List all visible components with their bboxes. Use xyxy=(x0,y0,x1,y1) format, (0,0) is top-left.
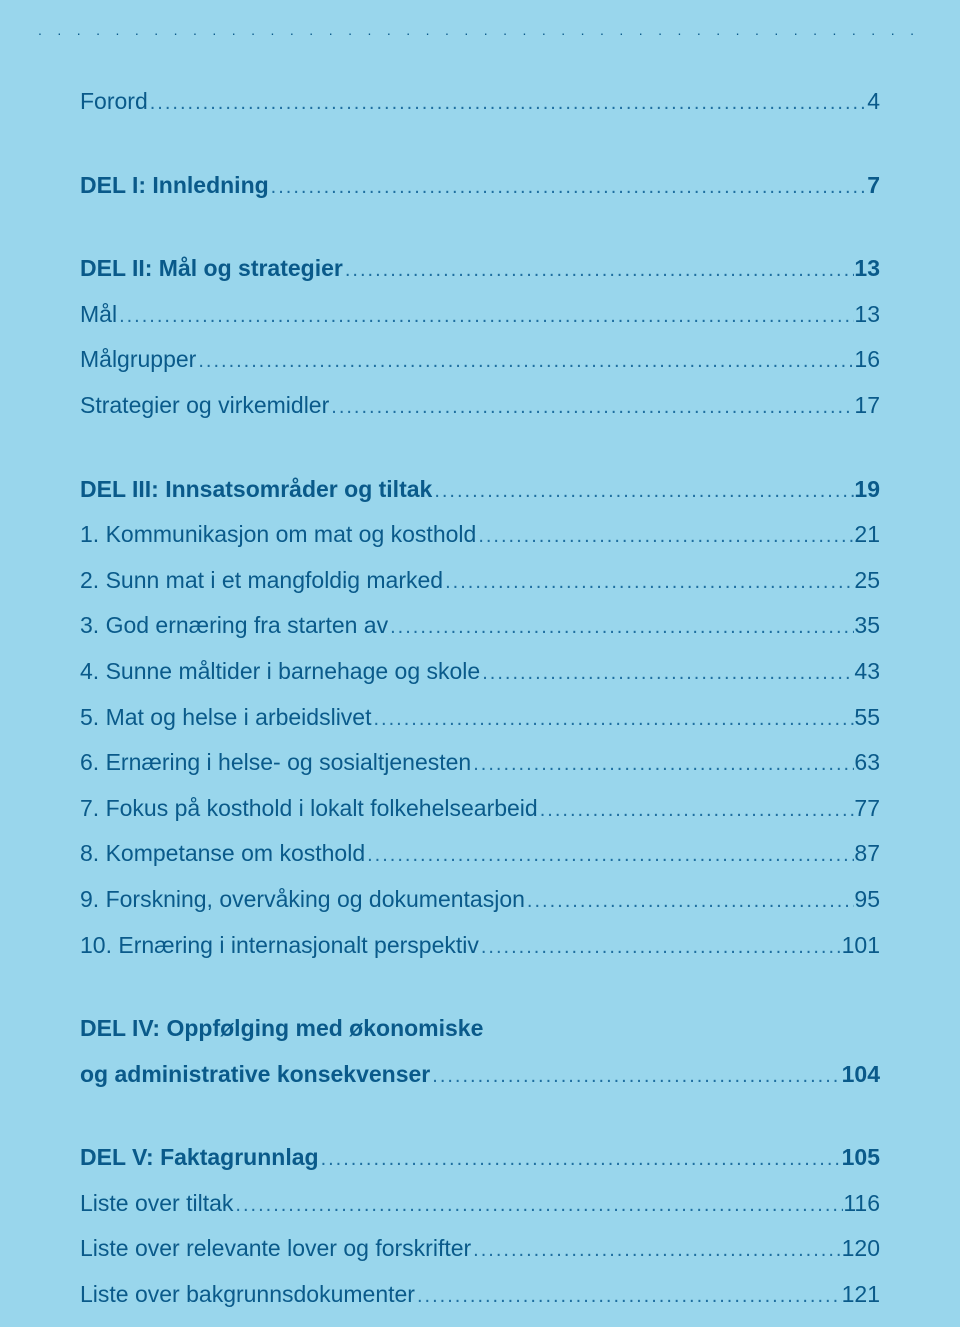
toc-page: 21 xyxy=(854,521,880,549)
toc-row: 4. Sunne måltider i barnehage og skole..… xyxy=(80,658,880,686)
toc-page: 55 xyxy=(854,704,880,732)
toc-label: 8. Kompetanse om kosthold xyxy=(80,840,365,868)
toc-page: 13 xyxy=(854,255,880,283)
toc-leader: ........................................… xyxy=(432,479,854,503)
table-of-contents: Forord..................................… xyxy=(80,88,880,1327)
toc-label: Strategier og virkemidler xyxy=(80,392,329,420)
toc-leader: ........................................… xyxy=(476,524,854,548)
toc-row: Liste over relevante lover og forskrifte… xyxy=(80,1235,880,1263)
toc-page: 4 xyxy=(867,88,880,116)
toc-leader: ........................................… xyxy=(365,843,854,867)
toc-page: 25 xyxy=(854,567,880,595)
toc-label: Liste over bakgrunnsdokumenter xyxy=(80,1281,415,1309)
toc-label: 3. God ernæring fra starten av xyxy=(80,612,388,640)
toc-leader: ........................................… xyxy=(233,1193,843,1217)
toc-row: 9. Forskning, overvåking og dokumentasjo… xyxy=(80,886,880,914)
toc-row: 2. Sunn mat i et mangfoldig marked......… xyxy=(80,567,880,595)
toc-label: 5. Mat og helse i arbeidslivet xyxy=(80,704,372,732)
toc-label: DEL V: Faktagrunnlag xyxy=(80,1144,319,1172)
toc-label: DEL I: Innledning xyxy=(80,172,269,200)
toc-page: 35 xyxy=(854,612,880,640)
toc-row: DEL I: Innledning.......................… xyxy=(80,172,880,200)
toc-label: Målgrupper xyxy=(80,346,196,374)
toc-row: og administrative konsekvenser..........… xyxy=(80,1061,880,1089)
toc-row: 5. Mat og helse i arbeidslivet..........… xyxy=(80,704,880,732)
toc-label: 6. Ernæring i helse- og sosialtjenesten xyxy=(80,749,471,777)
toc-page: 63 xyxy=(854,749,880,777)
toc-label: 2. Sunn mat i et mangfoldig marked xyxy=(80,567,443,595)
toc-label: 4. Sunne måltider i barnehage og skole xyxy=(80,658,480,686)
toc-label: DEL III: Innsatsområder og tiltak xyxy=(80,476,432,504)
toc-row: Målgrupper..............................… xyxy=(80,346,880,374)
toc-leader: ........................................… xyxy=(430,1064,841,1088)
toc-leader: ........................................… xyxy=(329,395,854,419)
toc-row: Forord..................................… xyxy=(80,88,880,116)
toc-row: 8. Kompetanse om kosthold...............… xyxy=(80,840,880,868)
toc-leader: ........................................… xyxy=(269,175,868,199)
toc-row: DEL IV: Oppfølging med økonomiske xyxy=(80,1015,880,1043)
toc-row: Liste over bakgrunnsdokumenter..........… xyxy=(80,1281,880,1309)
section-spacer xyxy=(80,134,880,172)
toc-page: 17 xyxy=(854,392,880,420)
toc-leader: ........................................… xyxy=(319,1147,842,1171)
section-spacer xyxy=(80,438,880,476)
toc-row: 6. Ernæring i helse- og sosialtjenesten.… xyxy=(80,749,880,777)
toc-row: DEL III: Innsatsområder og tiltak.......… xyxy=(80,476,880,504)
toc-leader: ........................................… xyxy=(538,798,855,822)
toc-page: 13 xyxy=(854,301,880,329)
toc-label: Mål xyxy=(80,301,117,329)
toc-leader: ........................................… xyxy=(372,707,855,731)
toc-leader: ........................................… xyxy=(443,570,854,594)
toc-row: DEL II: Mål og strategier...............… xyxy=(80,255,880,283)
toc-page: 101 xyxy=(842,932,880,960)
toc-leader: ........................................… xyxy=(415,1284,842,1308)
toc-leader: ........................................… xyxy=(117,304,854,328)
toc-leader: ........................................… xyxy=(479,935,842,959)
toc-page: 16 xyxy=(854,346,880,374)
toc-page: 104 xyxy=(842,1061,880,1089)
toc-label: Forord xyxy=(80,88,148,116)
toc-page: 95 xyxy=(854,886,880,914)
toc-label: 7. Fokus på kosthold i lokalt folkehelse… xyxy=(80,795,538,823)
toc-leader: ........................................… xyxy=(148,91,867,115)
toc-leader: ........................................… xyxy=(343,258,855,282)
toc-page: 105 xyxy=(842,1144,880,1172)
toc-row: 3. God ernæring fra starten av..........… xyxy=(80,612,880,640)
toc-label: 9. Forskning, overvåking og dokumentasjo… xyxy=(80,886,525,914)
toc-page: 43 xyxy=(854,658,880,686)
section-spacer xyxy=(80,977,880,1015)
toc-page: 87 xyxy=(854,840,880,868)
section-spacer xyxy=(80,217,880,255)
toc-page: 121 xyxy=(842,1281,880,1309)
toc-label: og administrative konsekvenser xyxy=(80,1061,430,1089)
toc-label: Liste over tiltak xyxy=(80,1190,233,1218)
toc-leader: ........................................… xyxy=(480,661,854,685)
toc-row: Liste over tiltak.......................… xyxy=(80,1190,880,1218)
toc-label: DEL II: Mål og strategier xyxy=(80,255,343,283)
toc-page: 7 xyxy=(867,172,880,200)
toc-row: 1. Kommunikasjon om mat og kosthold.....… xyxy=(80,521,880,549)
toc-row: DEL V: Faktagrunnlag....................… xyxy=(80,1144,880,1172)
toc-page: 116 xyxy=(843,1190,880,1218)
toc-label: 10. Ernæring i internasjonalt perspektiv xyxy=(80,932,479,960)
section-spacer xyxy=(80,1106,880,1144)
toc-page: 120 xyxy=(842,1235,880,1263)
toc-page: 19 xyxy=(854,476,880,504)
toc-label: 1. Kommunikasjon om mat og kosthold xyxy=(80,521,476,549)
toc-label: DEL IV: Oppfølging med økonomiske xyxy=(80,1015,483,1043)
toc-page: 77 xyxy=(854,795,880,823)
toc-leader: ........................................… xyxy=(525,889,854,913)
toc-row: Mål.....................................… xyxy=(80,301,880,329)
toc-leader: ........................................… xyxy=(196,349,854,373)
toc-row: 10. Ernæring i internasjonalt perspektiv… xyxy=(80,932,880,960)
toc-leader: ........................................… xyxy=(388,615,854,639)
toc-leader: ........................................… xyxy=(471,1238,841,1262)
toc-leader: ........................................… xyxy=(471,752,854,776)
toc-label: Liste over relevante lover og forskrifte… xyxy=(80,1235,471,1263)
toc-row: 7. Fokus på kosthold i lokalt folkehelse… xyxy=(80,795,880,823)
toc-row: Strategier og virkemidler...............… xyxy=(80,392,880,420)
top-dotted-rule: . . . . . . . . . . . . . . . . . . . . … xyxy=(38,22,922,36)
